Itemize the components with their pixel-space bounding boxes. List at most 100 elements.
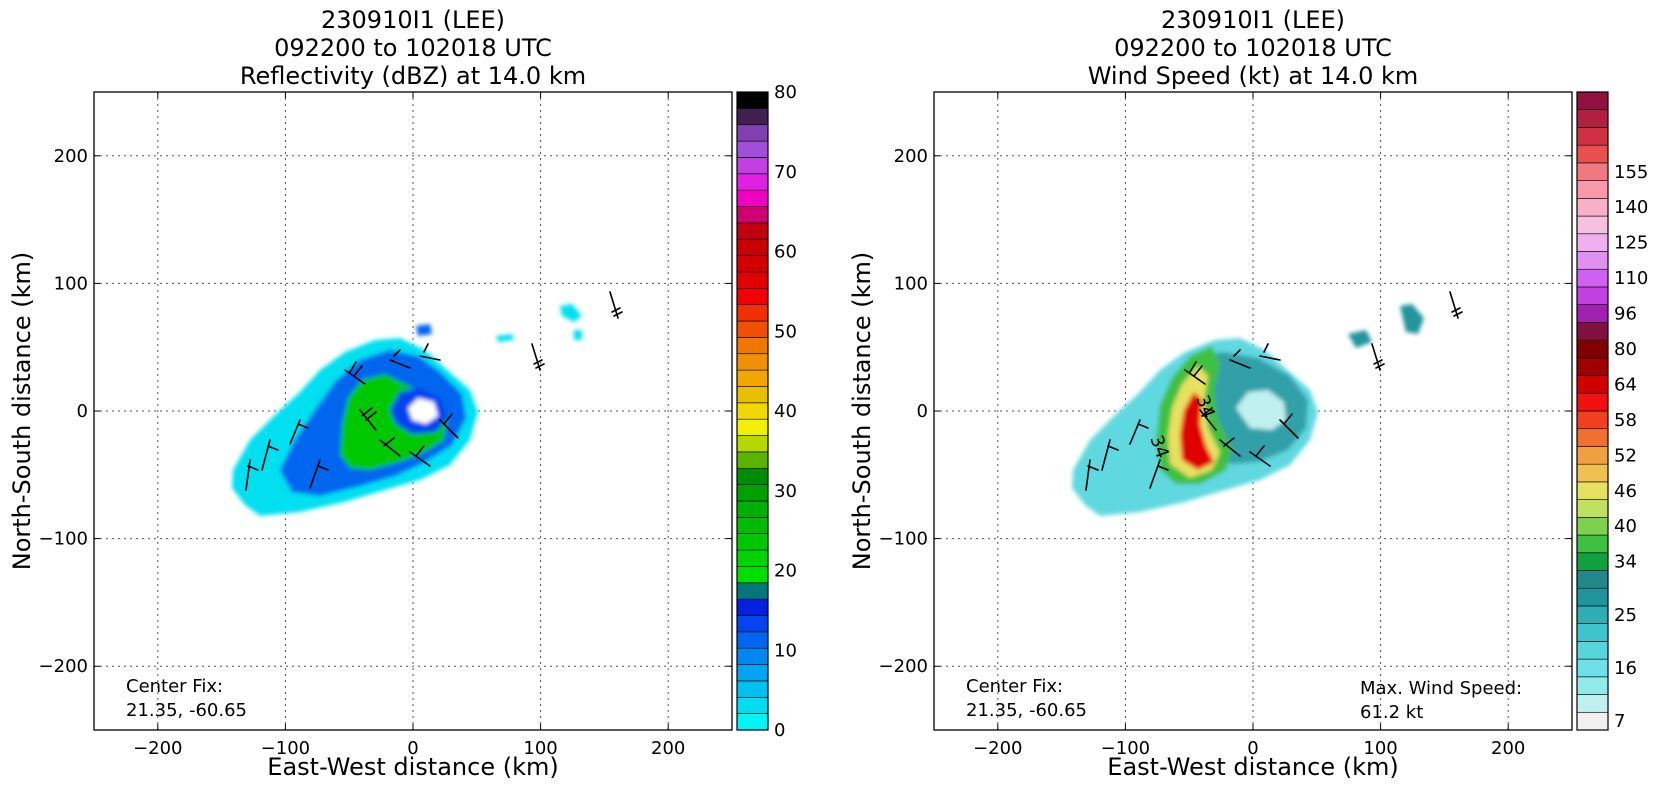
left-barb: [409, 445, 431, 467]
left-colorbar-segment: [736, 255, 769, 273]
wind-speed-panel: 230910I1 (LEE) 092200 to 102018 UTC Wind…: [848, 6, 1648, 781]
left-barb: [245, 459, 259, 491]
left-colorbar-tick-label: 80: [774, 82, 797, 103]
left-colorbar-segment: [736, 500, 769, 518]
left-y-axis-label: North-South distance (km): [8, 252, 36, 571]
left-colorbar-segment: [736, 157, 769, 175]
left-field-patch-4: [574, 330, 582, 340]
left-y-tick-label: 200: [54, 146, 88, 167]
left-barb: [419, 343, 441, 361]
right-x-tick-label: 100: [1363, 738, 1397, 759]
right-axis-ticks: −200 −100 0 100 200 −200 −100 0 100 200: [879, 92, 1572, 759]
right-colorbar-segment: [1576, 286, 1609, 305]
right-barb: [1229, 349, 1251, 369]
reflectivity-panel: 230910I1 (LEE) 092200 to 102018 UTC Refl…: [8, 6, 797, 781]
left-colorbar-segment: [736, 189, 769, 207]
left-colorbar-segment: [736, 533, 769, 551]
right-colorbar-segment: [1576, 658, 1609, 678]
left-colorbar-ticks: 0 10 20 30 40 50 60 70 80: [774, 82, 797, 741]
left-colorbar-segment: [736, 435, 769, 453]
right-title-line-3: Wind Speed (kt) at 14.0 km: [1088, 62, 1419, 90]
right-colorbar-segment: [1576, 605, 1609, 624]
left-colorbar-segment: [736, 517, 769, 534]
left-barb: [309, 459, 329, 489]
left-barb: [379, 437, 401, 457]
right-barb: [1129, 419, 1149, 445]
right-colorbar-segment: [1576, 641, 1609, 660]
right-colorbar-segment: [1576, 91, 1609, 111]
left-colorbar-segment: [736, 696, 769, 714]
right-colorbar-segment: [1576, 357, 1609, 376]
right-colorbar-tick-label: 52: [1614, 445, 1637, 466]
right-barb: [1184, 361, 1206, 385]
left-center-fix-value: 21.35, -60.65: [126, 700, 247, 721]
left-colorbar-segment: [736, 91, 769, 109]
right-colorbar-tick-label: 7: [1614, 711, 1625, 732]
right-colorbar-segment: [1576, 109, 1609, 128]
right-colorbar-tick-label: 64: [1614, 374, 1637, 395]
right-colorbar-tick-label: 34: [1614, 552, 1637, 573]
left-colorbar-segment: [736, 680, 769, 698]
right-colorbar-segment: [1576, 694, 1609, 713]
left-colorbar-segment: [736, 582, 769, 600]
right-colorbar-segment: [1576, 233, 1609, 252]
right-colorbar-segment: [1576, 410, 1609, 430]
left-colorbar-tick-label: 50: [774, 321, 797, 342]
right-colorbar-segment: [1576, 268, 1609, 288]
right-colorbar-ticks: 7 16 25 34 40 46 52 58 64 80 96 110 125 140 155: [1614, 162, 1648, 732]
left-colorbar-segment: [736, 206, 769, 224]
left-colorbar-segment: [736, 631, 769, 649]
left-colorbar-segment: [736, 647, 769, 665]
left-y-tick-label: −100: [39, 529, 88, 550]
right-colorbar-tick-label: 140: [1614, 197, 1648, 218]
left-title-line-3: Reflectivity (dBZ) at 14.0 km: [240, 62, 586, 90]
left-barb: [261, 439, 279, 471]
right-barb: [1259, 343, 1281, 361]
right-y-tick-label: 200: [894, 146, 928, 167]
left-x-axis-label: East-West distance (km): [267, 753, 558, 781]
left-x-tick-label: 100: [523, 738, 557, 759]
right-title-line-2: 092200 to 102018 UTC: [1114, 34, 1392, 62]
left-colorbar-segment: [736, 402, 769, 420]
right-colorbar-segment: [1576, 162, 1609, 181]
max-wind-speed-label: Max. Wind Speed:: [1360, 678, 1522, 699]
left-barb: [531, 343, 545, 371]
right-x-tick-label: 200: [1491, 738, 1525, 759]
left-colorbar-segment: [736, 320, 769, 338]
left-colorbar-segment: [736, 238, 769, 256]
left-colorbar-tick-label: 40: [774, 401, 797, 422]
right-center-fix-label: Center Fix:: [966, 676, 1063, 697]
left-colorbar-segment: [736, 664, 769, 682]
left-colorbar-tick-label: 20: [774, 561, 797, 582]
left-colorbar-segment: [736, 353, 769, 371]
right-colorbar-segment: [1576, 144, 1609, 164]
left-title-line-1: 230910I1 (LEE): [321, 6, 505, 34]
left-colorbar-segment: [736, 271, 769, 289]
right-colorbar-segment: [1576, 623, 1609, 642]
right-colorbar: [1576, 91, 1609, 731]
right-colorbar-segment: [1576, 428, 1609, 447]
right-colorbar-segment: [1576, 215, 1609, 235]
left-colorbar-segment: [736, 451, 769, 469]
left-colorbar-segment: [736, 222, 769, 240]
right-colorbar-segment: [1576, 517, 1609, 536]
left-colorbar-segment: [736, 124, 769, 142]
right-colorbar-segment: [1576, 322, 1609, 341]
right-colorbar-tick-label: 58: [1614, 410, 1637, 431]
left-wind-barbs: [245, 291, 623, 491]
left-title-line-2: 092200 to 102018 UTC: [274, 34, 552, 62]
right-center-fix-value: 21.35, -60.65: [966, 700, 1087, 721]
right-wind-barbs: [1085, 291, 1463, 491]
left-y-tick-label: −200: [39, 656, 88, 677]
max-wind-speed-value: 61.2 kt: [1360, 702, 1423, 723]
right-colorbar-segment: [1576, 198, 1609, 217]
left-barb: [439, 413, 459, 439]
right-barb: [1371, 343, 1385, 371]
left-y-tick-label: 100: [54, 273, 88, 294]
left-x-tick-label: 0: [407, 738, 418, 759]
right-colorbar-segment: [1576, 180, 1609, 199]
right-field-eye: [1236, 390, 1286, 430]
left-field-patch-1: [560, 304, 582, 322]
left-field-patch-3: [416, 324, 432, 336]
right-colorbar-frame: [1576, 91, 1609, 731]
